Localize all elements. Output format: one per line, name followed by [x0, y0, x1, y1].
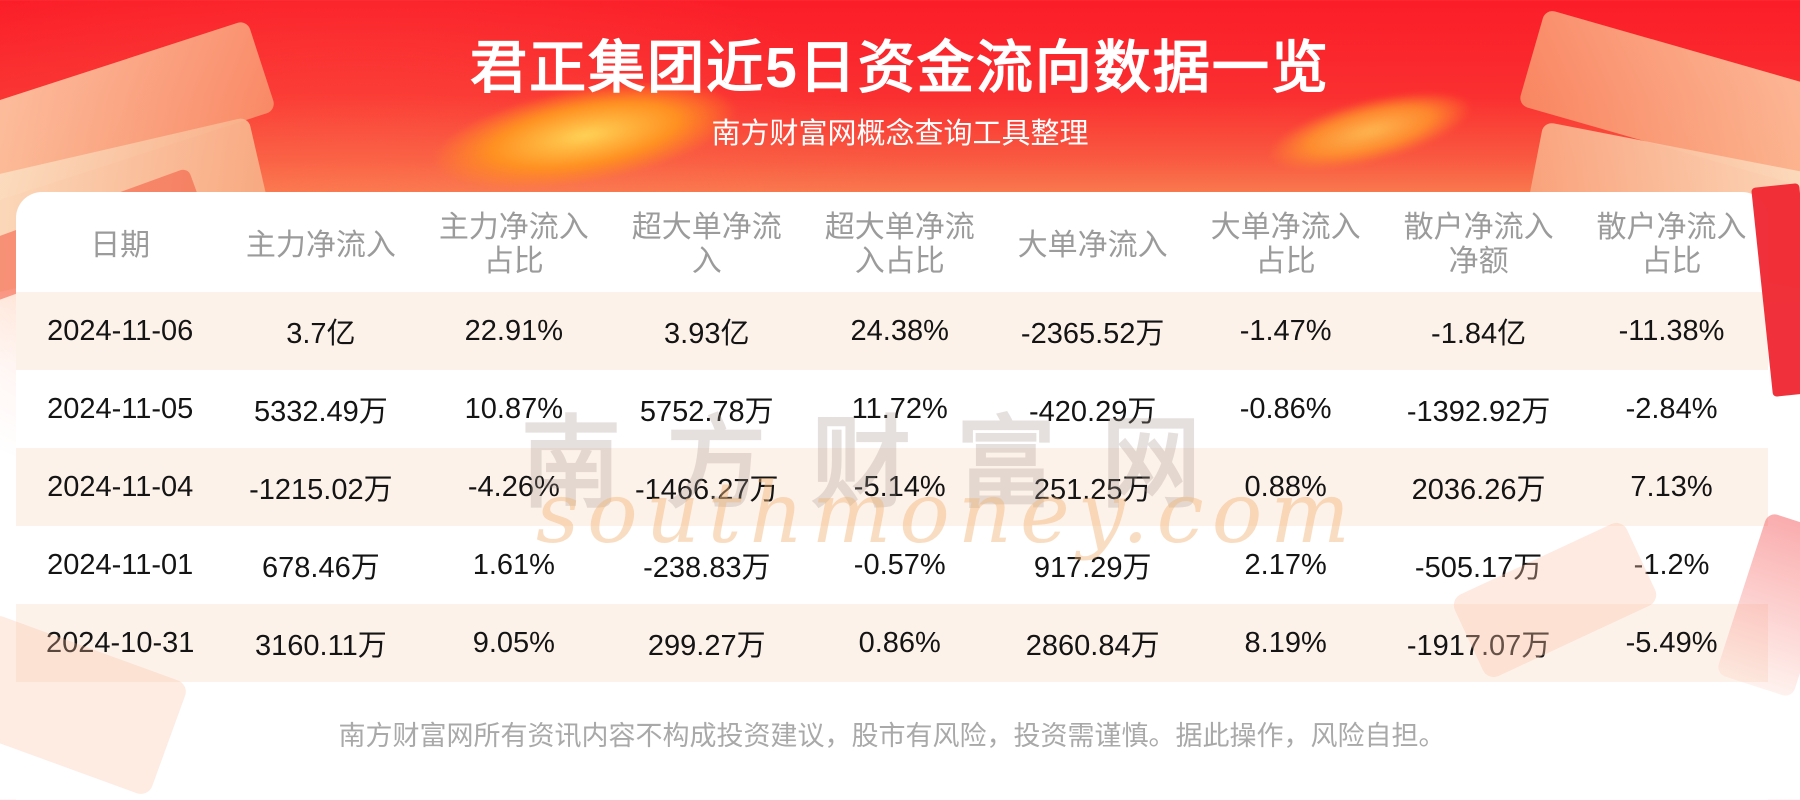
table-row: 2024-10-31 3160.11万 9.05% 299.27万 0.86% 2860.… — [16, 604, 1768, 682]
table-cell: -5.14% — [853, 470, 946, 503]
table-cell: 0.86% — [858, 626, 941, 659]
table-row: 2024-11-01 678.46万 1.61% -238.83万 -0.57% 917.… — [16, 526, 1768, 604]
table-cell: 2.17% — [1244, 548, 1327, 581]
table-cell: 299.27万 — [647, 630, 766, 662]
table-cell: -1917.07万 — [1406, 630, 1551, 662]
table-cell: 2860.84万 — [1025, 630, 1160, 662]
table-cell: 3160.11万 — [255, 630, 387, 662]
table-cell: 0.88% — [1244, 470, 1327, 503]
table-cell: 2024-11-04 — [47, 470, 194, 503]
table-cell: 5332.49万 — [253, 396, 388, 428]
table-cell: 24.38% — [850, 314, 949, 347]
table-cell: 1.61% — [472, 548, 555, 581]
column-header-label: 大单净流入占比 — [1210, 211, 1361, 278]
column-header-label: 散户净流入净额 — [1403, 211, 1554, 278]
column-header: 散户净流入占比 — [1575, 211, 1768, 279]
table-body: 2024-11-06 3.7亿 22.91% 3.93亿 24.38% -2365.52万… — [16, 292, 1768, 682]
column-header-label: 主力净流入 — [245, 228, 396, 262]
page-title: 君正集团近5日资金流向数据一览 — [470, 36, 1330, 100]
column-header: 大单净流入占比 — [1189, 211, 1382, 279]
table-cell: 5752.78万 — [639, 396, 774, 428]
table-cell: -2.84% — [1625, 392, 1718, 425]
table-cell: -420.29万 — [1029, 396, 1157, 428]
table-cell: 2024-11-01 — [47, 548, 194, 581]
table-cell: -1215.02万 — [249, 474, 393, 506]
table-row: 2024-11-06 3.7亿 22.91% 3.93亿 24.38% -2365.52万… — [16, 292, 1768, 370]
table-cell: -1.47% — [1239, 314, 1332, 347]
column-header-label: 超大单净流入 — [631, 211, 782, 278]
table-cell: 251.25万 — [1033, 474, 1152, 506]
table-cell: -4.26% — [467, 470, 560, 503]
column-header: 大单净流入 — [996, 227, 1189, 262]
table-cell: 3.93亿 — [664, 318, 750, 350]
disclaimer-text: 南方财富网所有资讯内容不构成投资建议，股市有风险，投资需谨慎。据此操作，风险自担… — [338, 721, 1446, 751]
table-cell: 678.46万 — [262, 552, 380, 584]
table-cell: -1466.27万 — [635, 474, 779, 506]
table-cell: 2024-11-05 — [47, 392, 194, 425]
data-table-card: 日期 主力净流入 主力净流入占比 超大单净流入 超大单净流入占比 大单净流入 大单净流入占比… — [16, 192, 1768, 800]
column-header-label: 散户净流入占比 — [1596, 211, 1747, 278]
table-cell: 10.87% — [464, 392, 563, 425]
column-header-label: 超大单净流入占比 — [824, 211, 975, 278]
column-header: 超大单净流入 — [610, 211, 803, 279]
table-cell: 8.19% — [1244, 626, 1327, 659]
column-header-label: 主力净流入占比 — [438, 211, 589, 278]
table-cell: 2024-10-31 — [46, 626, 195, 659]
column-header: 主力净流入 — [224, 227, 417, 262]
table-cell: -505.17万 — [1414, 552, 1543, 584]
table-cell: 3.7亿 — [286, 318, 356, 350]
table-header-row: 日期 主力净流入 主力净流入占比 超大单净流入 超大单净流入占比 大单净流入 大单净流入占比… — [16, 192, 1768, 292]
column-header: 主力净流入占比 — [417, 211, 610, 279]
table-cell: -0.86% — [1239, 392, 1332, 425]
table-cell: -1.84亿 — [1431, 318, 1527, 350]
table-cell: 2024-11-06 — [47, 314, 194, 347]
table-cell: 2036.26万 — [1411, 474, 1546, 506]
column-header: 日期 — [16, 227, 224, 262]
table-cell: -5.49% — [1625, 626, 1718, 659]
table-cell: 22.91% — [464, 314, 563, 347]
table-row: 2024-11-04 -1215.02万 -4.26% -1466.27万 -5.14%… — [16, 448, 1768, 526]
table-cell: -0.57% — [853, 548, 946, 581]
table-cell: 7.13% — [1630, 470, 1713, 503]
table-cell: 9.05% — [472, 626, 555, 659]
page-subtitle: 南方财富网概念查询工具整理 — [711, 118, 1089, 150]
table-cell: -11.38% — [1618, 314, 1725, 347]
table-cell: -1.2% — [1633, 548, 1710, 581]
column-header-label: 大单净流入 — [1017, 228, 1168, 262]
table-cell: 917.29万 — [1033, 552, 1152, 584]
table-cell: -1392.92万 — [1406, 396, 1551, 428]
column-header: 超大单净流入占比 — [803, 211, 996, 279]
column-header-label: 日期 — [90, 228, 151, 262]
table-cell: -2365.52万 — [1020, 318, 1165, 350]
table-cell: 11.72% — [851, 392, 948, 425]
column-header: 散户净流入净额 — [1382, 211, 1575, 279]
table-cell: -238.83万 — [643, 552, 771, 584]
table-row: 2024-11-05 5332.49万 10.87% 5752.78万 11.72% -4… — [16, 370, 1768, 448]
